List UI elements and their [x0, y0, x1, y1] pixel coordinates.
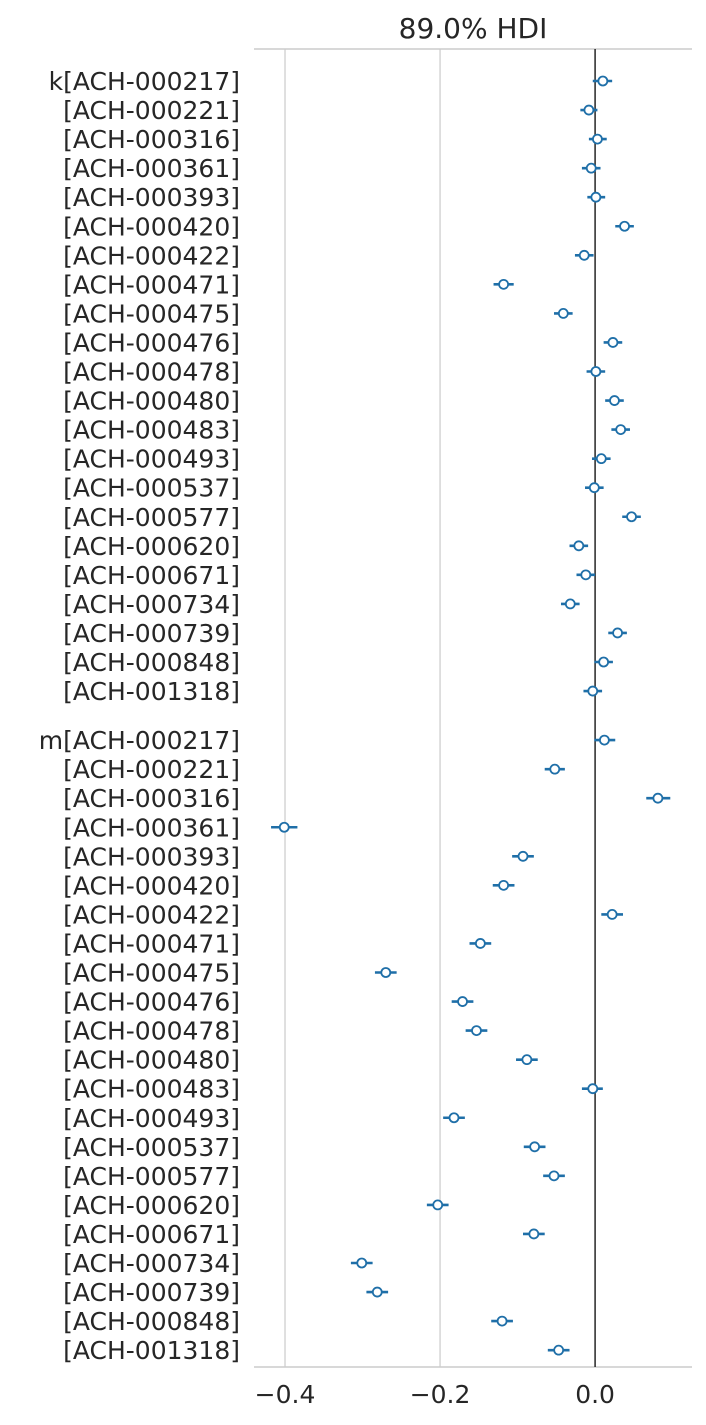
row-label: [ACH-000480]: [63, 387, 240, 416]
row-label: [ACH-000476]: [63, 328, 240, 357]
row-label: [ACH-000537]: [63, 1133, 240, 1162]
mean-point: [597, 75, 609, 87]
mean-point: [615, 424, 627, 436]
mean-point: [557, 307, 569, 319]
x-tick-labels: −0.4 −0.2 0.0: [255, 1380, 615, 1409]
mean-point: [619, 220, 630, 232]
row-label: [ACH-000734]: [63, 590, 240, 619]
mean-point: [612, 627, 623, 639]
row-label: [ACH-000420]: [63, 871, 240, 900]
row-label: [ACH-000493]: [63, 1104, 240, 1133]
mean-point: [580, 569, 592, 581]
mean-point: [548, 1170, 560, 1182]
row-label: [ACH-000577]: [63, 1162, 240, 1191]
mean-point: [609, 395, 620, 406]
row-label: [ACH-000671]: [63, 561, 240, 590]
row-label: [ACH-000734]: [63, 1249, 240, 1278]
chart-title: 89.0% HDI: [399, 12, 548, 45]
row-label: [ACH-000361]: [63, 813, 240, 842]
mean-point: [626, 511, 637, 523]
mean-point: [278, 821, 290, 833]
mean-point: [590, 366, 602, 377]
row-label: [ACH-000393]: [63, 842, 240, 871]
mean-point: [498, 278, 510, 290]
row-label: m[ACH-000217]: [39, 726, 240, 755]
mean-point: [528, 1228, 540, 1240]
x-tick-label: −0.2: [410, 1380, 471, 1409]
axes: [254, 48, 692, 1368]
mean-point: [590, 191, 602, 203]
row-label: [ACH-000848]: [63, 1307, 240, 1336]
row-label: [ACH-000848]: [63, 648, 240, 677]
mean-point: [457, 996, 468, 1007]
mean-point: [598, 656, 610, 668]
mean-point: [517, 850, 529, 862]
row-label: [ACH-000471]: [63, 929, 240, 958]
mean-point: [606, 909, 618, 920]
mean-point: [587, 1083, 599, 1095]
mean-point: [585, 162, 597, 174]
mean-point: [356, 1257, 368, 1269]
mean-point: [380, 967, 392, 978]
row-label: [ACH-000422]: [63, 900, 240, 929]
mean-point: [573, 540, 585, 552]
mean-point: [448, 1112, 460, 1124]
row-label: [ACH-000671]: [63, 1220, 240, 1249]
row-label: [ACH-000475]: [63, 959, 240, 988]
row-label: k[ACH-000217]: [49, 67, 240, 96]
row-label: [ACH-000478]: [63, 358, 240, 387]
row-label: [ACH-000393]: [63, 183, 240, 212]
mean-point: [432, 1199, 444, 1211]
mean-point: [607, 337, 619, 348]
x-tick-label: 0.0: [575, 1380, 615, 1409]
row-label: [ACH-000537]: [63, 474, 240, 503]
mean-point: [564, 598, 576, 610]
row-label: [ACH-001318]: [63, 1336, 240, 1365]
mean-point: [521, 1054, 533, 1066]
mean-point: [498, 879, 510, 891]
row-label: [ACH-000620]: [63, 532, 240, 561]
mean-point: [652, 792, 664, 804]
x-tick-label: −0.4: [255, 1380, 316, 1409]
row-label: [ACH-000316]: [63, 125, 240, 154]
row-label: [ACH-000739]: [63, 619, 240, 648]
mean-point: [595, 453, 607, 465]
row-label: [ACH-000422]: [63, 241, 240, 270]
row-label: [ACH-000476]: [63, 988, 240, 1017]
mean-point: [592, 133, 603, 145]
row-label: [ACH-000221]: [63, 755, 240, 784]
row-label: [ACH-000620]: [63, 1191, 240, 1220]
mean-point: [587, 685, 599, 697]
mean-point: [588, 482, 600, 494]
row-label: [ACH-000420]: [63, 212, 240, 241]
row-label: [ACH-000471]: [63, 270, 240, 299]
row-label: [ACH-000483]: [63, 1075, 240, 1104]
row-label: [ACH-000493]: [63, 445, 240, 474]
mean-point: [474, 938, 486, 949]
mean-point: [599, 734, 610, 746]
row-label: [ACH-001318]: [63, 677, 240, 706]
row-label: [ACH-000361]: [63, 154, 240, 183]
row-label: [ACH-000480]: [63, 1046, 240, 1075]
mean-point: [549, 763, 561, 775]
row-label: [ACH-000478]: [63, 1017, 240, 1046]
row-label: [ACH-000483]: [63, 416, 240, 445]
row-label: [ACH-000221]: [63, 96, 240, 125]
mean-point: [471, 1025, 482, 1036]
row-label: [ACH-000316]: [63, 784, 240, 813]
mean-point: [553, 1344, 565, 1356]
mean-point: [496, 1315, 508, 1327]
row-label: [ACH-000475]: [63, 299, 240, 328]
mean-point: [578, 249, 590, 261]
mean-point: [583, 104, 595, 116]
row-label: [ACH-000739]: [63, 1278, 240, 1307]
hdi-marks: [271, 75, 671, 1356]
mean-point: [529, 1141, 541, 1153]
row-label: [ACH-000577]: [63, 503, 240, 532]
grid-lines: [284, 49, 441, 1367]
row-labels: k[ACH-000217][ACH-000221][ACH-000316][AC…: [39, 67, 240, 1365]
mean-point: [371, 1286, 383, 1298]
